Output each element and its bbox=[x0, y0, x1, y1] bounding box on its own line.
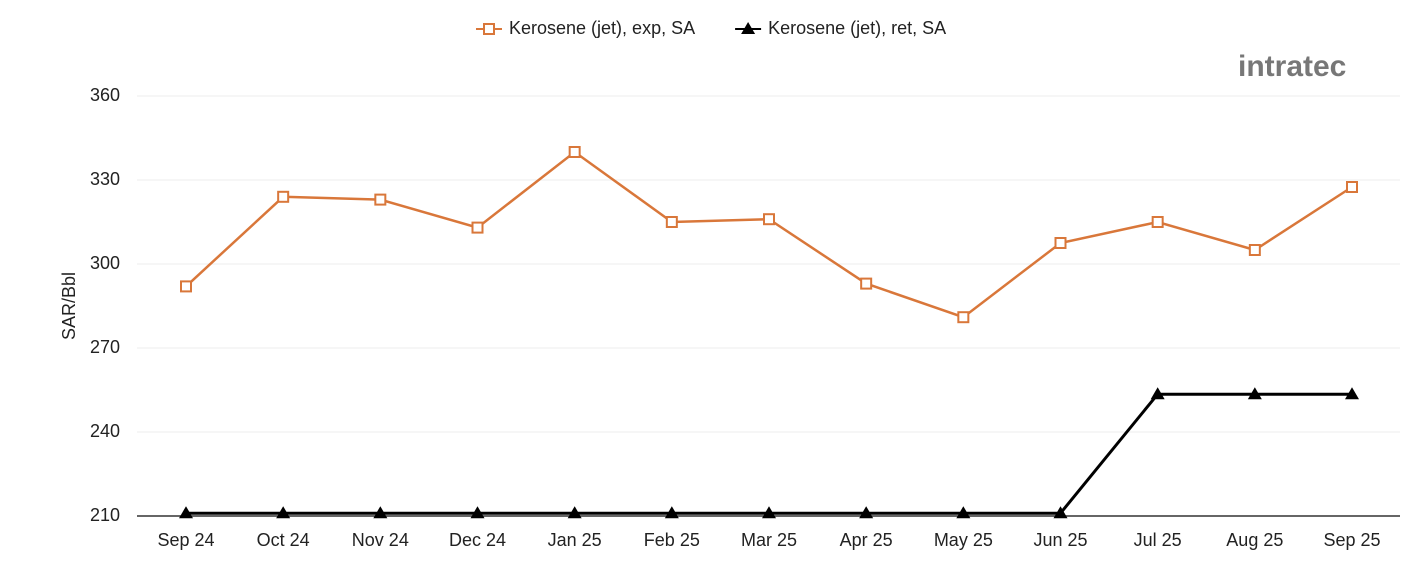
legend-label: Kerosene (jet), ret, SA bbox=[768, 18, 946, 38]
marker bbox=[762, 506, 776, 519]
series-line bbox=[185, 150, 1353, 319]
x-tick-label: Apr 25 bbox=[840, 530, 893, 550]
marker bbox=[373, 506, 388, 519]
marker bbox=[1053, 506, 1068, 519]
marker bbox=[567, 506, 582, 519]
marker bbox=[1345, 387, 1359, 400]
marker bbox=[276, 506, 291, 519]
legend-label: Kerosene (jet), exp, SA bbox=[509, 18, 695, 38]
y-tick-label: 270 bbox=[90, 337, 120, 357]
marker bbox=[1150, 387, 1165, 400]
x-tick-label: Dec 24 bbox=[449, 530, 506, 550]
x-tick-label: May 25 bbox=[934, 530, 993, 550]
marker bbox=[179, 506, 193, 519]
y-tick-label: 240 bbox=[90, 421, 120, 441]
marker bbox=[471, 221, 484, 234]
x-tick-label: Mar 25 bbox=[741, 530, 797, 550]
marker bbox=[1151, 216, 1164, 228]
marker bbox=[860, 277, 873, 290]
marker bbox=[741, 22, 756, 34]
marker bbox=[374, 193, 387, 206]
marker bbox=[763, 213, 775, 226]
y-tick-label: 330 bbox=[90, 169, 120, 189]
x-tick-label: Oct 24 bbox=[257, 530, 310, 550]
x-tick-label: Sep 24 bbox=[157, 530, 214, 550]
marker bbox=[1247, 387, 1262, 400]
x-tick-label: Nov 24 bbox=[352, 530, 409, 550]
marker bbox=[483, 23, 495, 35]
marker bbox=[956, 506, 971, 519]
logo: intratec bbox=[1238, 50, 1346, 83]
x-tick-label: Feb 25 bbox=[644, 530, 700, 550]
marker bbox=[1346, 181, 1358, 193]
x-tick-label: Jun 25 bbox=[1033, 530, 1087, 550]
series-line bbox=[186, 392, 1352, 515]
marker bbox=[664, 506, 679, 519]
y-tick-label: 300 bbox=[90, 253, 120, 273]
y-tick-label: 360 bbox=[90, 85, 120, 105]
x-tick-label: Aug 25 bbox=[1226, 530, 1283, 550]
x-tick-label: Jul 25 bbox=[1134, 530, 1182, 550]
marker bbox=[180, 280, 192, 293]
marker bbox=[568, 146, 581, 158]
marker bbox=[1248, 244, 1261, 256]
x-tick-label: Jan 25 bbox=[548, 530, 602, 550]
marker bbox=[859, 506, 874, 519]
marker bbox=[957, 311, 970, 324]
marker bbox=[470, 506, 485, 519]
marker bbox=[665, 216, 678, 228]
y-tick-label: 210 bbox=[90, 505, 120, 525]
marker bbox=[1054, 237, 1067, 249]
y-axis-label: SAR/Bbl bbox=[59, 272, 79, 340]
marker bbox=[277, 190, 290, 203]
x-tick-label: Sep 25 bbox=[1323, 530, 1380, 550]
